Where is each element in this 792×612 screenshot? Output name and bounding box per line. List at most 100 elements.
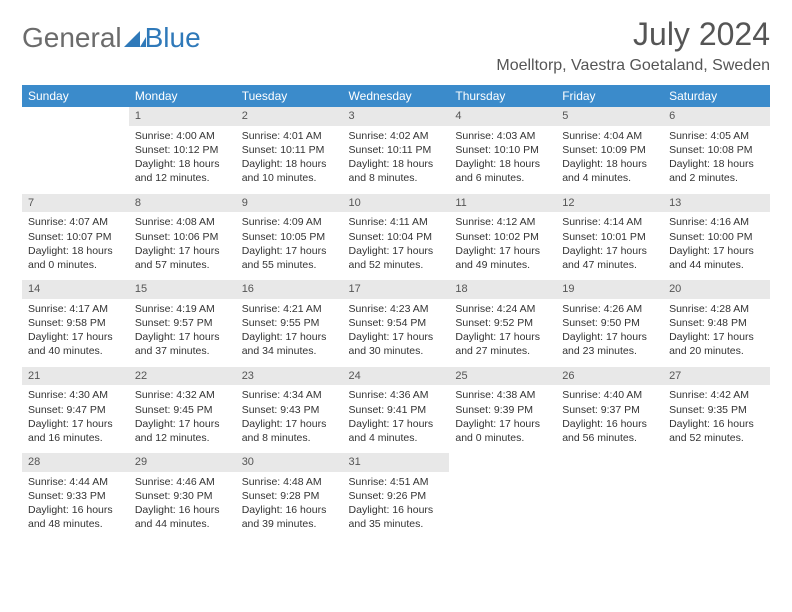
day-sunrise: Sunrise: 4:21 AM — [242, 302, 337, 316]
day-body — [22, 126, 129, 137]
calendar-day-cell: 27Sunrise: 4:42 AMSunset: 9:35 PMDayligh… — [663, 367, 770, 454]
day-daylight2: and 8 minutes. — [242, 431, 337, 445]
weekday-header: Friday — [556, 85, 663, 107]
day-daylight2: and 40 minutes. — [28, 344, 123, 358]
day-number: 8 — [129, 194, 236, 213]
calendar-day-cell: 19Sunrise: 4:26 AMSunset: 9:50 PMDayligh… — [556, 280, 663, 367]
day-number: 16 — [236, 280, 343, 299]
day-daylight2: and 0 minutes. — [28, 258, 123, 272]
day-sunset: Sunset: 9:55 PM — [242, 316, 337, 330]
day-sunset: Sunset: 9:43 PM — [242, 403, 337, 417]
day-body: Sunrise: 4:21 AMSunset: 9:55 PMDaylight:… — [236, 299, 343, 367]
weekday-header: Tuesday — [236, 85, 343, 107]
day-sunrise: Sunrise: 4:02 AM — [349, 129, 444, 143]
day-sunrise: Sunrise: 4:16 AM — [669, 215, 764, 229]
day-sunrise: Sunrise: 4:36 AM — [349, 388, 444, 402]
day-number: 24 — [343, 367, 450, 386]
calendar-day-cell: 15Sunrise: 4:19 AMSunset: 9:57 PMDayligh… — [129, 280, 236, 367]
calendar-day-cell: 12Sunrise: 4:14 AMSunset: 10:01 PMDaylig… — [556, 194, 663, 281]
day-daylight2: and 34 minutes. — [242, 344, 337, 358]
day-body: Sunrise: 4:30 AMSunset: 9:47 PMDaylight:… — [22, 385, 129, 453]
calendar-day-cell: 16Sunrise: 4:21 AMSunset: 9:55 PMDayligh… — [236, 280, 343, 367]
day-number: 29 — [129, 453, 236, 472]
calendar-day-cell: 29Sunrise: 4:46 AMSunset: 9:30 PMDayligh… — [129, 453, 236, 540]
day-number: 18 — [449, 280, 556, 299]
day-daylight1: Daylight: 18 hours — [669, 157, 764, 171]
day-daylight1: Daylight: 18 hours — [349, 157, 444, 171]
calendar-day-cell: 26Sunrise: 4:40 AMSunset: 9:37 PMDayligh… — [556, 367, 663, 454]
calendar-day-cell: 2Sunrise: 4:01 AMSunset: 10:11 PMDayligh… — [236, 107, 343, 194]
day-sunrise: Sunrise: 4:04 AM — [562, 129, 657, 143]
day-sunset: Sunset: 9:26 PM — [349, 489, 444, 503]
day-daylight1: Daylight: 16 hours — [349, 503, 444, 517]
day-sunset: Sunset: 9:39 PM — [455, 403, 550, 417]
day-daylight1: Daylight: 17 hours — [242, 417, 337, 431]
weekday-header: Monday — [129, 85, 236, 107]
day-sunrise: Sunrise: 4:44 AM — [28, 475, 123, 489]
day-daylight2: and 4 minutes. — [562, 171, 657, 185]
day-body: Sunrise: 4:32 AMSunset: 9:45 PMDaylight:… — [129, 385, 236, 453]
day-number: 5 — [556, 107, 663, 126]
day-daylight2: and 57 minutes. — [135, 258, 230, 272]
day-daylight2: and 6 minutes. — [455, 171, 550, 185]
day-body: Sunrise: 4:40 AMSunset: 9:37 PMDaylight:… — [556, 385, 663, 453]
day-body: Sunrise: 4:12 AMSunset: 10:02 PMDaylight… — [449, 212, 556, 280]
day-sunrise: Sunrise: 4:14 AM — [562, 215, 657, 229]
day-body — [663, 472, 770, 483]
calendar-week-row: 7Sunrise: 4:07 AMSunset: 10:07 PMDayligh… — [22, 194, 770, 281]
calendar-day-cell: 11Sunrise: 4:12 AMSunset: 10:02 PMDaylig… — [449, 194, 556, 281]
day-sunset: Sunset: 9:45 PM — [135, 403, 230, 417]
calendar-day-cell: 10Sunrise: 4:11 AMSunset: 10:04 PMDaylig… — [343, 194, 450, 281]
day-sunset: Sunset: 10:00 PM — [669, 230, 764, 244]
calendar-day-cell: 31Sunrise: 4:51 AMSunset: 9:26 PMDayligh… — [343, 453, 450, 540]
calendar-week-row: 1Sunrise: 4:00 AMSunset: 10:12 PMDayligh… — [22, 107, 770, 194]
day-sunrise: Sunrise: 4:12 AM — [455, 215, 550, 229]
day-body: Sunrise: 4:28 AMSunset: 9:48 PMDaylight:… — [663, 299, 770, 367]
day-daylight1: Daylight: 16 hours — [242, 503, 337, 517]
day-number: 15 — [129, 280, 236, 299]
day-sunrise: Sunrise: 4:46 AM — [135, 475, 230, 489]
day-number: 19 — [556, 280, 663, 299]
day-sunset: Sunset: 10:09 PM — [562, 143, 657, 157]
day-daylight1: Daylight: 17 hours — [28, 330, 123, 344]
day-sunset: Sunset: 10:07 PM — [28, 230, 123, 244]
day-daylight1: Daylight: 17 hours — [28, 417, 123, 431]
day-number: 21 — [22, 367, 129, 386]
day-daylight1: Daylight: 17 hours — [455, 244, 550, 258]
day-sunset: Sunset: 10:05 PM — [242, 230, 337, 244]
day-sunset: Sunset: 9:47 PM — [28, 403, 123, 417]
day-body: Sunrise: 4:48 AMSunset: 9:28 PMDaylight:… — [236, 472, 343, 540]
day-daylight1: Daylight: 16 hours — [562, 417, 657, 431]
day-body: Sunrise: 4:38 AMSunset: 9:39 PMDaylight:… — [449, 385, 556, 453]
day-body: Sunrise: 4:34 AMSunset: 9:43 PMDaylight:… — [236, 385, 343, 453]
day-number: 31 — [343, 453, 450, 472]
day-daylight1: Daylight: 18 hours — [135, 157, 230, 171]
header: General Blue July 2024 Moelltorp, Vaestr… — [22, 16, 770, 75]
day-daylight1: Daylight: 17 hours — [562, 244, 657, 258]
calendar-day-cell: 21Sunrise: 4:30 AMSunset: 9:47 PMDayligh… — [22, 367, 129, 454]
calendar-day-cell: 20Sunrise: 4:28 AMSunset: 9:48 PMDayligh… — [663, 280, 770, 367]
day-sunrise: Sunrise: 4:38 AM — [455, 388, 550, 402]
day-sunrise: Sunrise: 4:05 AM — [669, 129, 764, 143]
day-daylight2: and 12 minutes. — [135, 431, 230, 445]
day-daylight1: Daylight: 17 hours — [562, 330, 657, 344]
day-daylight2: and 35 minutes. — [349, 517, 444, 531]
calendar-day-cell: 18Sunrise: 4:24 AMSunset: 9:52 PMDayligh… — [449, 280, 556, 367]
day-sunset: Sunset: 9:57 PM — [135, 316, 230, 330]
day-sunrise: Sunrise: 4:26 AM — [562, 302, 657, 316]
day-body: Sunrise: 4:07 AMSunset: 10:07 PMDaylight… — [22, 212, 129, 280]
day-daylight2: and 47 minutes. — [562, 258, 657, 272]
calendar-day-cell: 8Sunrise: 4:08 AMSunset: 10:06 PMDayligh… — [129, 194, 236, 281]
day-body: Sunrise: 4:08 AMSunset: 10:06 PMDaylight… — [129, 212, 236, 280]
day-body: Sunrise: 4:14 AMSunset: 10:01 PMDaylight… — [556, 212, 663, 280]
calendar-day-cell — [556, 453, 663, 540]
day-daylight1: Daylight: 17 hours — [135, 330, 230, 344]
day-daylight2: and 2 minutes. — [669, 171, 764, 185]
calendar-week-row: 28Sunrise: 4:44 AMSunset: 9:33 PMDayligh… — [22, 453, 770, 540]
day-daylight2: and 16 minutes. — [28, 431, 123, 445]
day-daylight1: Daylight: 17 hours — [669, 244, 764, 258]
day-number: 22 — [129, 367, 236, 386]
calendar-day-cell: 9Sunrise: 4:09 AMSunset: 10:05 PMDayligh… — [236, 194, 343, 281]
day-body: Sunrise: 4:46 AMSunset: 9:30 PMDaylight:… — [129, 472, 236, 540]
day-sunrise: Sunrise: 4:01 AM — [242, 129, 337, 143]
